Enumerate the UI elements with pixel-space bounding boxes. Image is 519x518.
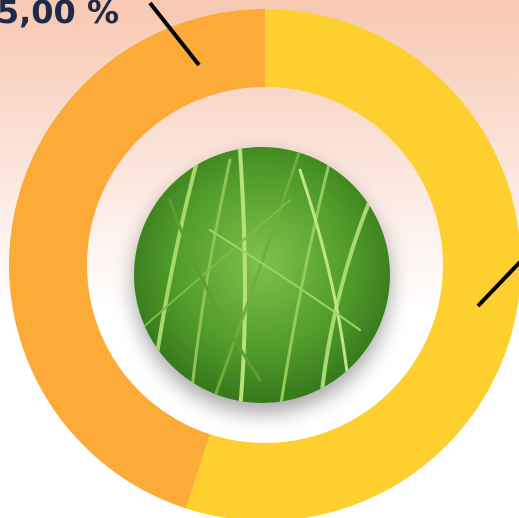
chart: 45,00 % [0,0,519,518]
value-label: 45,00 % [0,0,119,31]
page: 45,00 % (() => { const data = JSON.parse… [0,0,519,518]
